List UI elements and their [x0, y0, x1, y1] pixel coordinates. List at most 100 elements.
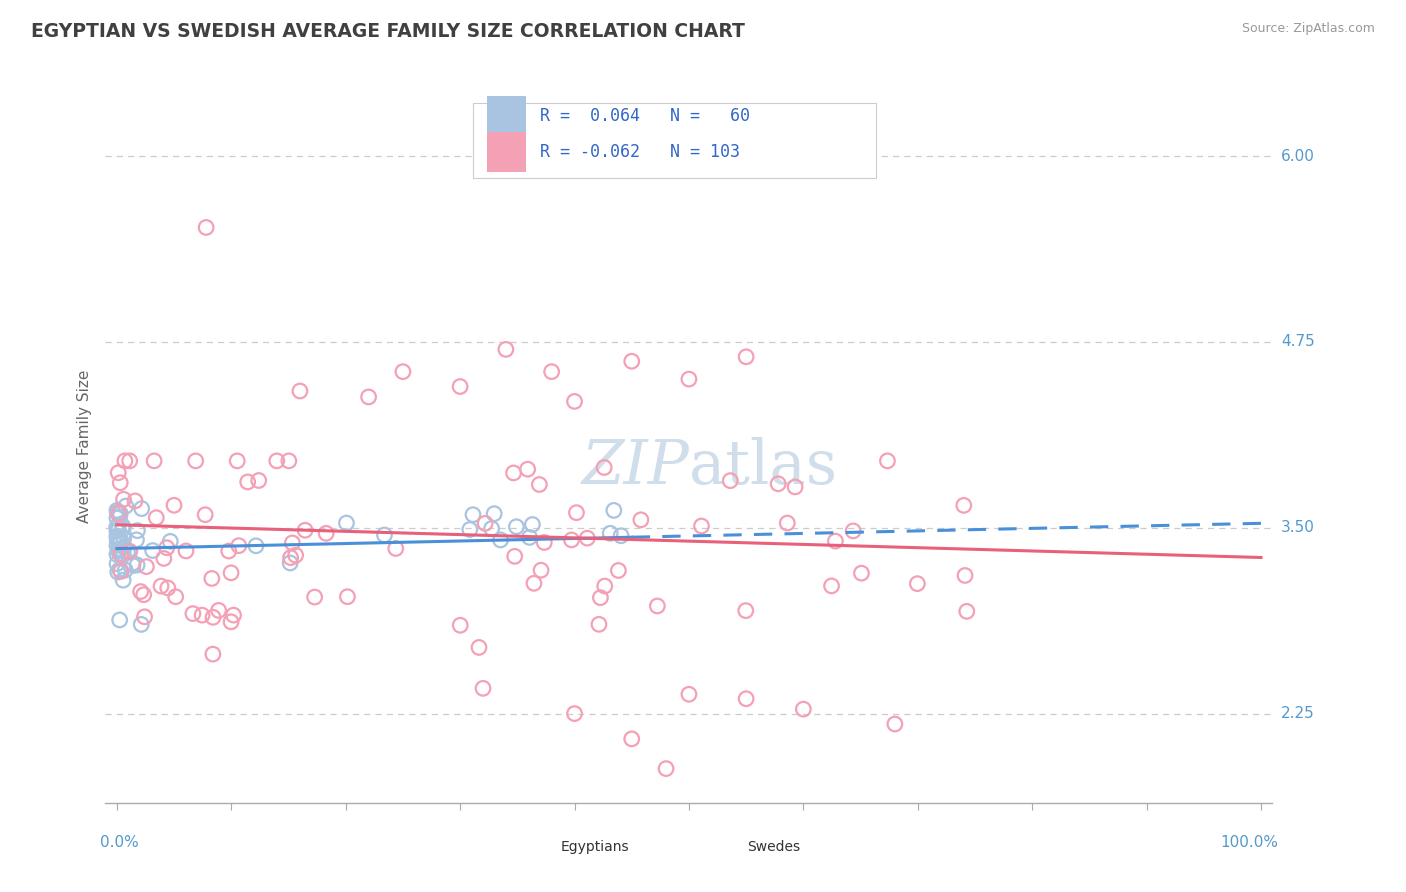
Point: [373, 528, 395, 542]
Point: [630, 513, 652, 527]
Text: Egyptians: Egyptians: [561, 840, 630, 854]
Point: [523, 576, 546, 591]
Text: ZIP: ZIP: [581, 437, 689, 498]
Point: [766, 476, 789, 491]
Point: [105, 520, 128, 534]
Point: [110, 475, 132, 490]
Point: [284, 548, 307, 562]
Point: [110, 565, 132, 579]
Point: [842, 524, 865, 538]
Point: [153, 551, 176, 566]
Point: [560, 533, 582, 547]
Point: [110, 547, 132, 561]
Point: [118, 454, 141, 468]
Point: [824, 534, 846, 549]
Point: [482, 507, 505, 521]
Point: [112, 573, 135, 587]
Point: [124, 494, 146, 508]
Point: [131, 501, 153, 516]
Point: [219, 615, 242, 629]
Bar: [713, 833, 735, 861]
Point: [110, 548, 132, 562]
Point: [107, 531, 129, 545]
Point: [472, 681, 495, 696]
Point: [335, 516, 357, 530]
Point: [159, 534, 181, 549]
Point: [315, 526, 337, 541]
Point: [589, 591, 612, 605]
Text: 2.25: 2.25: [1281, 706, 1315, 721]
Text: 4.75: 4.75: [1281, 334, 1315, 350]
Point: [588, 617, 610, 632]
Point: [108, 509, 131, 524]
Point: [122, 556, 145, 570]
Point: [357, 390, 380, 404]
Point: [820, 579, 842, 593]
Point: [266, 454, 288, 468]
Point: [690, 519, 713, 533]
Point: [134, 609, 156, 624]
Point: [280, 550, 302, 565]
Point: [481, 522, 503, 536]
Point: [678, 687, 700, 701]
Text: 3.50: 3.50: [1281, 520, 1315, 535]
Point: [785, 480, 807, 494]
FancyBboxPatch shape: [472, 103, 876, 178]
Point: [105, 529, 128, 543]
Point: [304, 590, 326, 604]
Point: [105, 538, 128, 552]
Point: [953, 568, 976, 582]
Text: 0.0%: 0.0%: [100, 835, 138, 850]
Point: [194, 508, 217, 522]
Point: [905, 576, 928, 591]
Text: Source: ZipAtlas.com: Source: ZipAtlas.com: [1241, 22, 1375, 36]
Point: [201, 647, 224, 661]
Point: [105, 533, 128, 547]
Point: [489, 533, 512, 547]
Point: [207, 603, 229, 617]
Point: [105, 503, 128, 517]
Point: [156, 581, 179, 595]
Point: [105, 548, 128, 562]
Point: [174, 544, 197, 558]
Point: [678, 372, 700, 386]
Point: [105, 505, 128, 519]
Text: 100.0%: 100.0%: [1220, 835, 1278, 850]
Point: [181, 607, 204, 621]
Point: [620, 731, 643, 746]
Bar: [486, 132, 526, 171]
Point: [228, 539, 250, 553]
Point: [111, 522, 134, 536]
Point: [135, 559, 157, 574]
Point: [184, 454, 207, 468]
Point: [226, 454, 249, 468]
Point: [107, 542, 129, 557]
Point: [503, 549, 526, 564]
Point: [110, 507, 132, 521]
Point: [105, 557, 128, 571]
Point: [522, 517, 544, 532]
Point: [114, 563, 136, 577]
Point: [150, 579, 173, 593]
Point: [734, 604, 756, 618]
Point: [105, 520, 128, 534]
Point: [222, 608, 245, 623]
Point: [107, 565, 129, 579]
Point: [647, 599, 669, 613]
Point: [564, 706, 586, 721]
Point: [449, 379, 471, 393]
Point: [593, 460, 616, 475]
Point: [384, 541, 406, 556]
Point: [336, 590, 359, 604]
Point: [127, 524, 149, 538]
Text: 6.00: 6.00: [1281, 149, 1315, 163]
Point: [245, 539, 267, 553]
Point: [145, 510, 167, 524]
Point: [219, 566, 242, 580]
Point: [956, 604, 979, 618]
Point: [132, 588, 155, 602]
Point: [107, 524, 129, 538]
Point: [294, 523, 316, 537]
Point: [112, 547, 135, 561]
Point: [114, 499, 136, 513]
